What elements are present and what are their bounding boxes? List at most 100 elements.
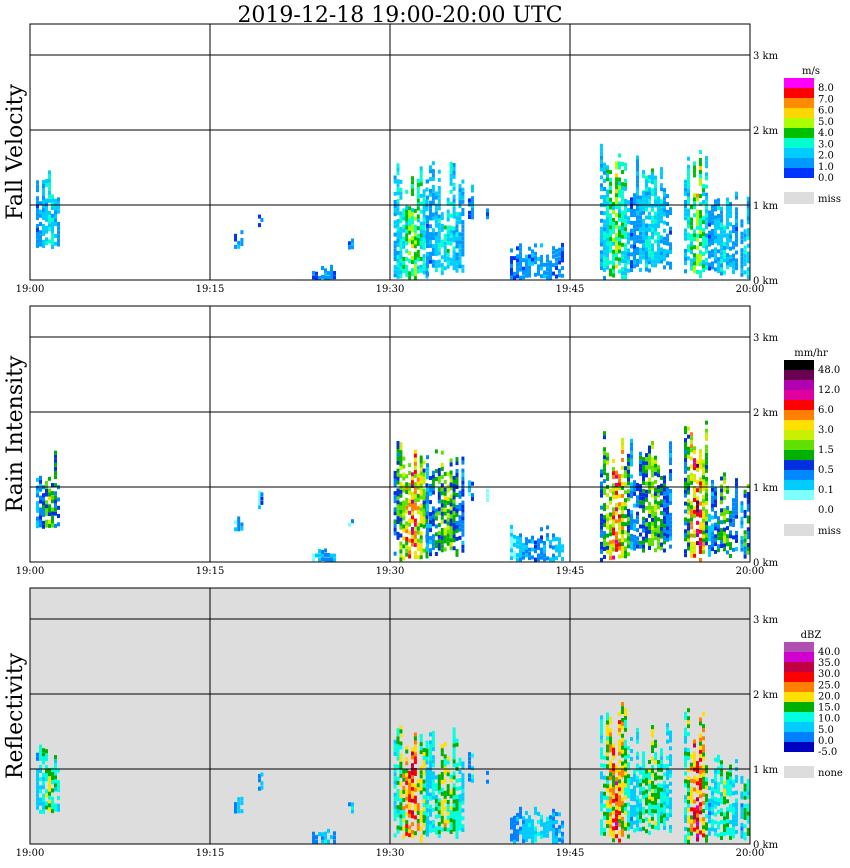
echo-pixel [654,455,657,460]
echo-pixel [422,488,426,493]
echo-pixel [429,756,432,761]
echo-pixel [705,497,708,502]
echo-pixel [746,255,750,260]
echo-pixel [714,199,717,204]
echo-pixel [612,838,615,843]
echo-pixel [552,836,555,840]
echo-pixel [440,267,444,271]
echo-pixel [618,818,621,823]
echo-pixel [434,211,438,216]
echo-pixel [399,765,403,770]
echo-pixel [732,261,735,266]
echo-pixel [618,791,621,796]
echo-pixel [648,819,651,823]
echo-pixel [429,804,432,809]
echo-pixel [452,727,456,732]
echo-pixel [669,441,672,446]
echo-pixel [525,553,528,558]
echo-pixel [416,186,420,191]
echo-pixel [399,227,403,232]
echo-pixel [636,544,639,549]
echo-pixel [621,186,624,191]
echo-pixel [740,815,744,819]
echo-pixel [540,555,543,560]
colorbar-miss-swatch [784,192,814,204]
echo-pixel [654,187,657,192]
x-tick-label: 19:15 [196,566,225,577]
echo-pixel [639,231,642,236]
echo-pixel [519,275,522,280]
echo-pixel [42,805,45,810]
echo-pixel [425,760,429,765]
echo-pixel [746,550,750,555]
echo-pixel [525,811,528,815]
echo-pixel [669,211,672,216]
echo-pixel [618,177,621,182]
echo-pixel [699,830,702,835]
echo-pixel [720,218,723,223]
echo-pixel [48,223,51,228]
echo-pixel [540,527,543,532]
echo-pixel [446,225,450,230]
echo-pixel [399,489,403,494]
echo-pixel [660,219,663,224]
echo-pixel [648,227,651,232]
echo-pixel [549,557,552,562]
echo-pixel [624,787,627,792]
echo-pixel [729,254,732,259]
echo-pixel [408,230,412,235]
echo-pixel [743,795,747,800]
echo-pixel [399,761,403,766]
echo-pixel [234,237,237,242]
echo-pixel [627,497,630,502]
echo-pixel [654,784,657,789]
echo-pixel [633,252,636,257]
echo-pixel [318,275,321,280]
echo-pixel [693,450,696,455]
echo-pixel [660,235,663,240]
echo-pixel [651,247,654,252]
echo-pixel [660,211,663,216]
echo-pixel [603,763,606,768]
echo-pixel [54,507,57,512]
echo-pixel [540,814,543,819]
echo-pixel [684,819,687,823]
echo-pixel [452,751,456,756]
colorbar-swatch [784,380,814,390]
echo-pixel [449,514,453,519]
echo-pixel [399,541,403,546]
echo-pixel [627,248,630,253]
echo-pixel [39,507,42,512]
colorbar-label: 1.0 [818,162,834,173]
echo-pixel [740,240,744,244]
echo-pixel [612,491,615,496]
echo-pixel [399,493,403,498]
echo-pixel [396,211,400,216]
echo-pixel [705,477,708,481]
echo-pixel [429,740,432,745]
echo-pixel [468,752,471,757]
echo-pixel [446,500,450,505]
echo-pixel [419,479,423,484]
echo-pixel [627,268,630,273]
echo-pixel [615,826,618,830]
echo-pixel [660,167,663,172]
echo-pixel [537,557,540,562]
echo-pixel [636,191,639,196]
echo-pixel [645,781,648,786]
echo-pixel [740,803,744,808]
echo-pixel [408,546,412,551]
echo-pixel [440,487,444,492]
echo-pixel [431,169,435,174]
echo-pixel [699,790,702,795]
echo-pixel [746,811,750,816]
colorbar-swatch [784,430,814,440]
echo-pixel [648,538,651,542]
echo-pixel [684,501,687,506]
echo-pixel [624,219,627,224]
echo-pixel [446,209,450,214]
echo-pixel [687,732,690,737]
echo-pixel [413,807,417,812]
echo-pixel [642,473,645,477]
echo-pixel [660,491,663,496]
